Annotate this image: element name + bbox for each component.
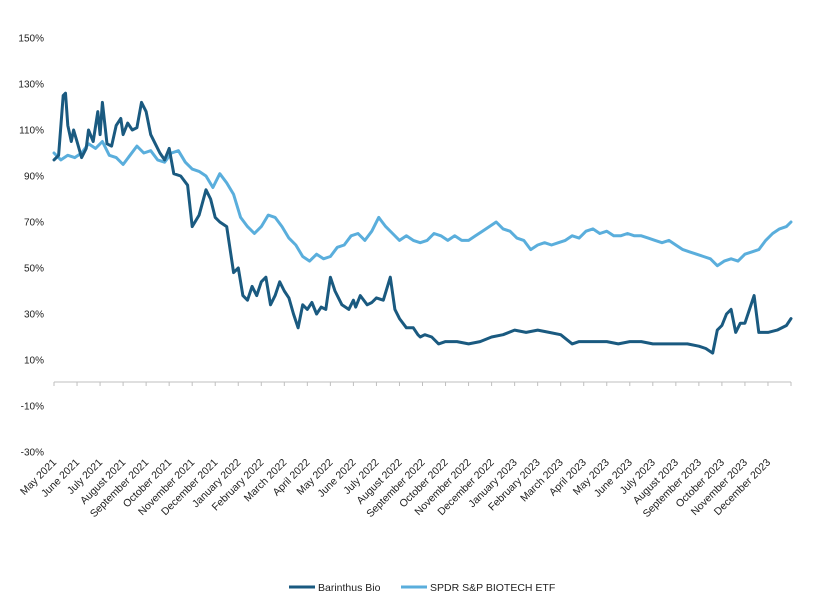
y-axis-labels: -30% -10% 10% 30% 50% 70% 90% 110% 130% 150% [18,34,44,459]
series-line-spdr-biotech-etf [52,140,793,268]
y-tick-label: 10% [24,356,44,367]
y-tick-label: 30% [24,310,44,321]
y-tick-label: 150% [18,34,44,45]
x-axis-ticks [53,382,792,386]
y-tick-label: 70% [24,218,44,229]
y-tick-label: 90% [24,172,44,183]
y-tick-label: 50% [24,264,44,275]
y-tick-label: 110% [19,126,44,137]
y-tick-label: -30% [21,448,44,459]
legend-item-spdr-biotech-etf-label: SPDR S&P BIOTECH ETF [430,582,555,594]
legend-item-barinthus-bio-label: Barinthus Bio [318,582,381,594]
y-tick-label: -10% [21,402,44,413]
series-line-barinthus-bio [52,91,793,355]
legend: Barinthus Bio SPDR S&P BIOTECH ETF [289,582,555,594]
series-group [52,91,793,355]
y-tick-label: 130% [18,80,44,91]
